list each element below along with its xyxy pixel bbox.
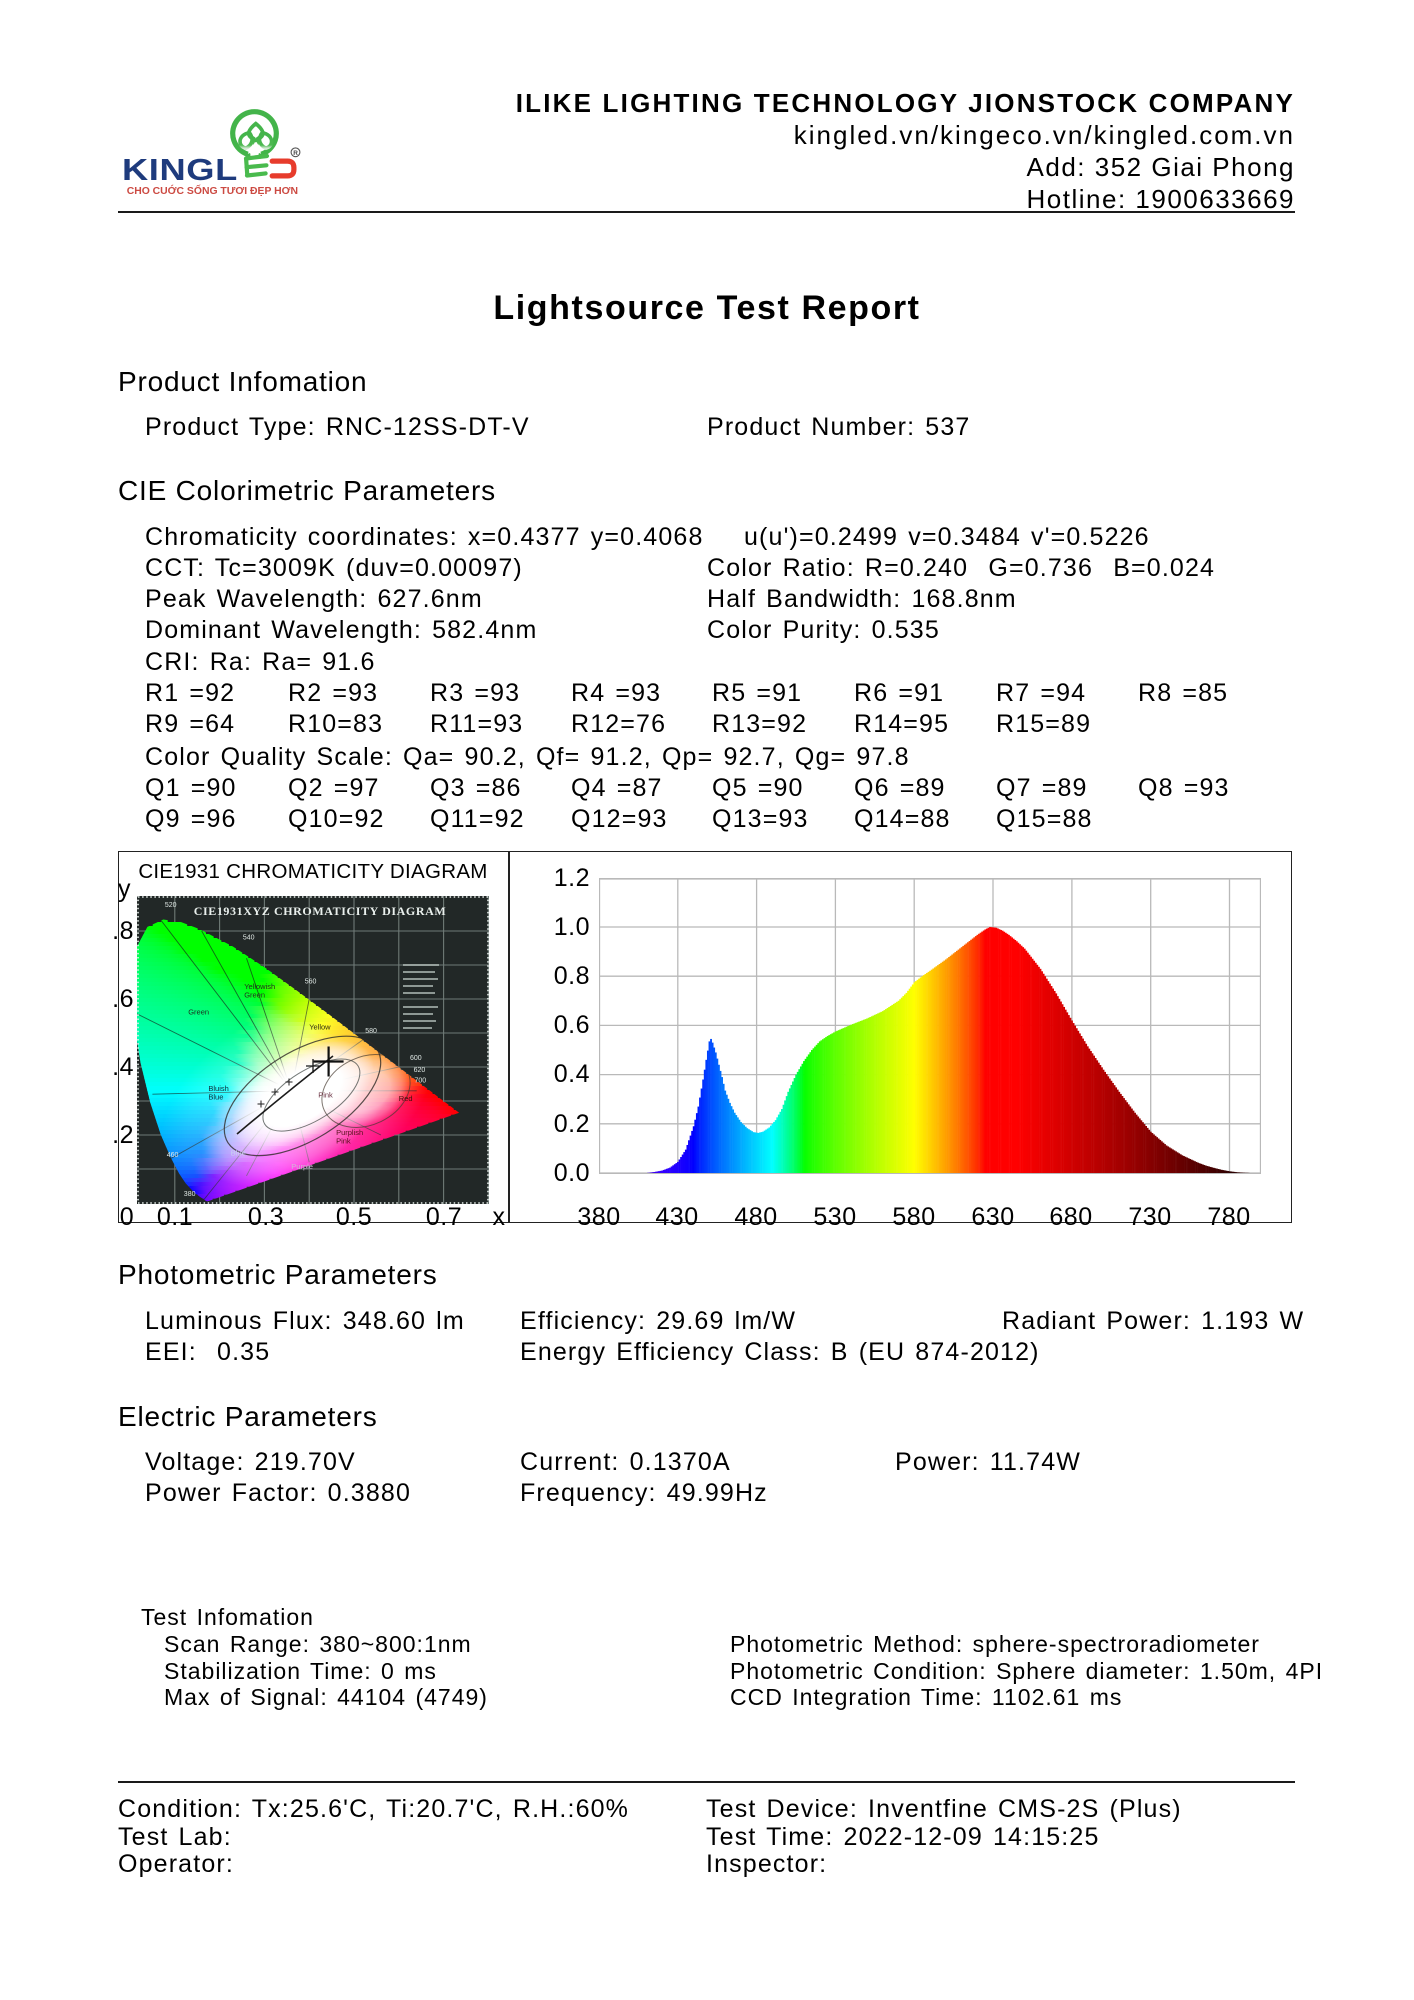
svg-text:520: 520	[165, 902, 177, 909]
svg-text:Red: Red	[399, 1094, 413, 1103]
svg-text:460: 460	[167, 1152, 179, 1159]
svg-text:Pink: Pink	[318, 1091, 333, 1100]
svg-text:540: 540	[243, 935, 255, 942]
svg-text:Blue: Blue	[208, 1092, 223, 1101]
svg-text:700: 700	[415, 1077, 427, 1084]
svg-text:Green: Green	[188, 1007, 209, 1016]
svg-text:CHO CUỚC SỐNG TƯƠI ĐẸP HƠN: CHO CUỚC SỐNG TƯƠI ĐẸP HƠN	[127, 183, 298, 197]
svg-text:Yellowish: Yellowish	[244, 982, 275, 991]
svg-text:620: 620	[414, 1067, 426, 1074]
svg-text:KINGL: KINGL	[122, 153, 238, 187]
svg-text:580: 580	[365, 1028, 377, 1035]
svg-text:R: R	[293, 150, 298, 157]
svg-text:Blue: Blue	[231, 1148, 246, 1157]
svg-text:Bluish: Bluish	[208, 1084, 228, 1093]
svg-text:600: 600	[410, 1055, 422, 1062]
svg-text:Yellow: Yellow	[309, 1023, 331, 1032]
svg-text:Pink: Pink	[336, 1137, 351, 1146]
svg-text:560: 560	[305, 979, 317, 986]
svg-text:CIE1931XYZ CHROMATICITY DIAGRA: CIE1931XYZ CHROMATICITY DIAGRAM	[194, 904, 447, 918]
svg-text:Purplish: Purplish	[336, 1128, 363, 1137]
svg-text:Green: Green	[244, 990, 265, 999]
svg-text:380: 380	[184, 1191, 196, 1198]
svg-text:Purple: Purple	[291, 1162, 313, 1171]
